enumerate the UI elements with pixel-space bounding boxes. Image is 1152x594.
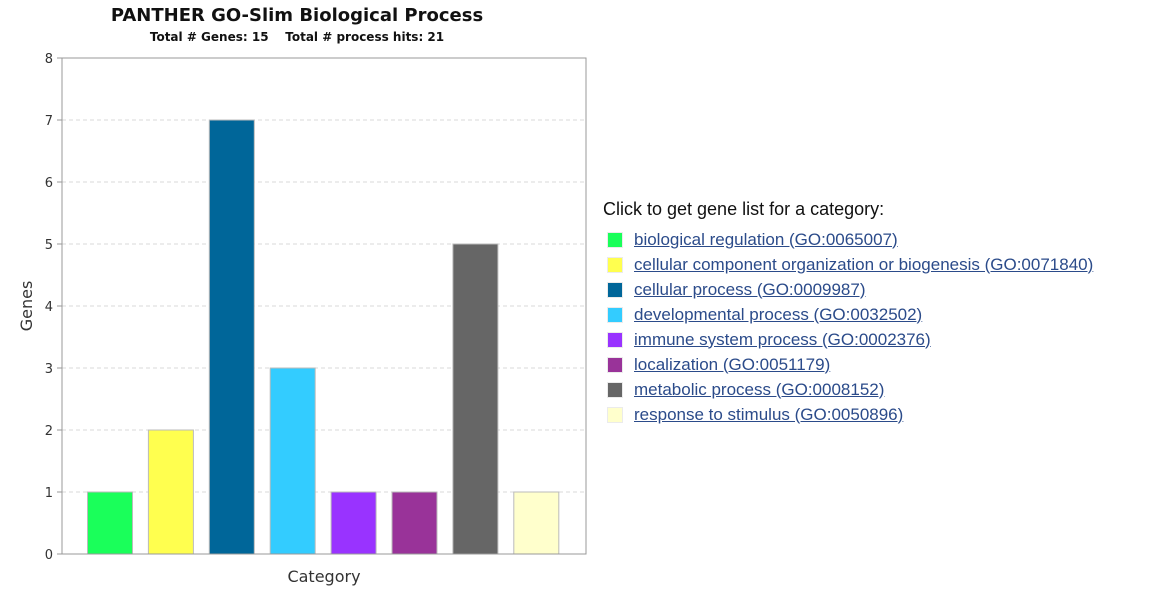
y-tick-label: 1 (45, 486, 53, 501)
bar-metabolic-process[interactable] (452, 243, 499, 555)
legend-swatch (607, 281, 623, 298)
legend-item: localization (GO:0051179) (607, 352, 1148, 377)
legend-link-cellular-component-organization[interactable]: cellular component organization or bioge… (634, 254, 1094, 274)
legend-swatch (607, 231, 623, 248)
chart-title: PANTHER GO-Slim Biological Process (111, 5, 483, 26)
bar-localization[interactable] (391, 491, 438, 555)
legend-link-biological-regulation[interactable]: biological regulation (GO:0065007) (634, 229, 898, 249)
bar-response-to-stimulus[interactable] (513, 491, 560, 555)
legend-item: biological regulation (GO:0065007) (607, 227, 1148, 252)
y-tick-label: 5 (45, 238, 53, 253)
legend-swatch (607, 406, 623, 423)
y-tick-label: 3 (45, 362, 53, 377)
x-axis-label: Category (287, 567, 360, 586)
plot-frame (61, 57, 587, 555)
bar-chart: PANTHER GO-Slim Biological Process Total… (17, 5, 587, 586)
legend-item: cellular component organization or bioge… (607, 252, 1148, 277)
legend-swatch (607, 306, 623, 323)
legend-swatch (607, 256, 623, 273)
legend-link-metabolic-process[interactable]: metabolic process (GO:0008152) (634, 379, 885, 399)
legend-link-response-to-stimulus[interactable]: response to stimulus (GO:0050896) (634, 404, 904, 424)
y-tick-label: 7 (45, 114, 53, 129)
legend-item: metabolic process (GO:0008152) (607, 377, 1148, 402)
legend-swatch (607, 356, 623, 373)
chart-subtitle: Total # Genes: 15 Total # process hits: … (150, 30, 444, 44)
bar-immune-system-process[interactable] (330, 491, 377, 555)
y-tick-label: 4 (45, 300, 53, 315)
y-axis-ticks: 0 1 2 3 4 5 6 7 8 (45, 52, 62, 563)
y-axis-label: Genes (17, 281, 36, 332)
bar-developmental-process[interactable] (269, 367, 316, 555)
bar-cellular-component-organization-or-biogenesis[interactable] (147, 429, 194, 555)
legend-swatch (607, 381, 623, 398)
legend-swatch (607, 331, 623, 348)
legend-link-developmental-process[interactable]: developmental process (GO:0032502) (634, 304, 923, 324)
legend-link-immune-system-process[interactable]: immune system process (GO:0002376) (634, 329, 931, 349)
bar-biological-regulation[interactable] (87, 491, 133, 555)
bars (87, 119, 560, 555)
legend-list: biological regulation (GO:0065007) cellu… (603, 227, 1148, 427)
category-legend: Click to get gene list for a category: b… (603, 198, 1148, 427)
y-tick-label: 0 (45, 548, 53, 563)
legend-item: response to stimulus (GO:0050896) (607, 402, 1148, 427)
legend-item: immune system process (GO:0002376) (607, 327, 1148, 352)
legend-link-cellular-process[interactable]: cellular process (GO:0009987) (634, 279, 866, 299)
legend-item: cellular process (GO:0009987) (607, 277, 1148, 302)
legend-item: developmental process (GO:0032502) (607, 302, 1148, 327)
legend-link-localization[interactable]: localization (GO:0051179) (634, 354, 831, 374)
y-tick-label: 6 (45, 176, 53, 191)
legend-heading: Click to get gene list for a category: (603, 199, 885, 219)
y-tick-label: 8 (45, 52, 53, 67)
bar-cellular-process[interactable] (208, 119, 255, 555)
y-tick-label: 2 (45, 424, 53, 439)
